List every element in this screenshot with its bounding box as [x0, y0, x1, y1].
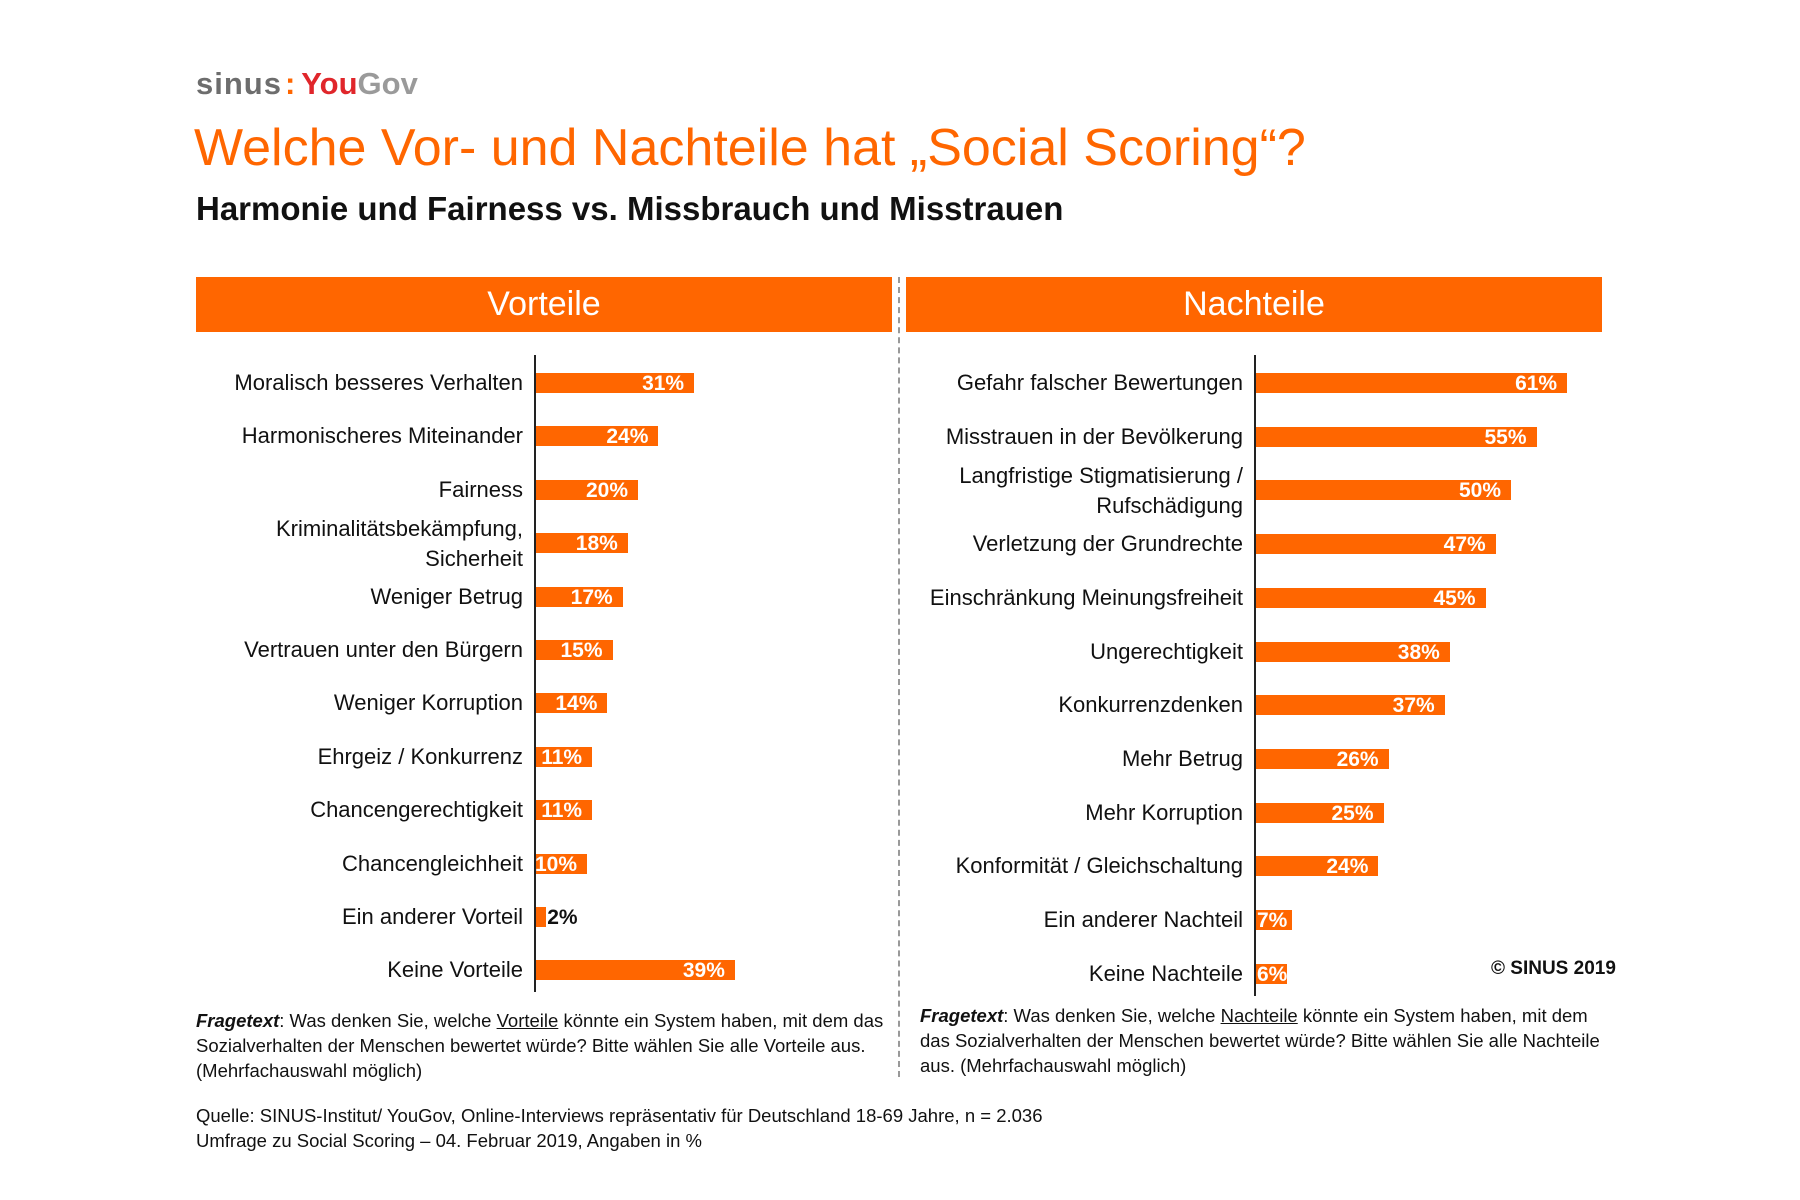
nachteile-bar [1256, 426, 1537, 447]
source-line-1: Quelle: SINUS-Institut/ YouGov, Online-I… [196, 1105, 1043, 1126]
vorteile-category-label: Keine Vorteile [387, 957, 523, 983]
vorteile-value-label: 15% [560, 639, 603, 662]
vorteile-bar [536, 373, 695, 393]
vorteile-category-label: Chancengerechtigkeit [310, 797, 523, 823]
source-line-2: Umfrage zu Social Scoring – 04. Februar … [196, 1130, 702, 1151]
nachteile-bar [1256, 910, 1292, 930]
nachteile-bar [1256, 695, 1445, 716]
vorteile-category-label: Kriminalitätsbekämpfung, Sicherheit [275, 516, 523, 572]
nachteile-value-label: 61% [1515, 372, 1558, 395]
nachteile-category-label: Ungerechtigkeit [1090, 638, 1243, 664]
nachteile-value-label: 55% [1484, 425, 1527, 449]
nachteile-category-label: Einschränkung Meinungsfreiheit [929, 584, 1243, 610]
vorteile-value-label: 24% [606, 425, 649, 449]
vorteile-category-label: Fairness [438, 476, 523, 502]
vorteile-value-label: 17% [570, 585, 613, 609]
nachteile-value-label: 37% [1392, 694, 1435, 718]
vorteile-value-label: 2% [547, 906, 578, 929]
nachteile-bar [1256, 587, 1486, 608]
vorteile-value-label: 14% [555, 692, 598, 716]
vorteile-category-label: Moralisch besseres Verhalten [234, 370, 523, 395]
vorteile-value-label: 18% [575, 532, 618, 556]
nachteile-value-label: 25% [1331, 801, 1374, 825]
vorteile-bar [536, 586, 623, 607]
vorteile-category-label: Ehrgeiz / Konkurrenz [317, 743, 523, 769]
nachteile-bar [1256, 641, 1450, 662]
vorteile-value-label: 11% [541, 799, 583, 823]
nachteile-value-label: 26% [1336, 747, 1379, 771]
vorteile-value-label: 31% [642, 372, 685, 395]
vorteile-bar [536, 693, 608, 714]
nachteile-header: Nachteile [906, 277, 1602, 332]
nachteile-bar [1256, 748, 1389, 769]
vorteile-category-label: Chancengleichheit [341, 850, 523, 876]
vorteile-value-label: 11% [541, 745, 583, 769]
nachteile-value-label: 7% [1257, 909, 1288, 932]
fragetext-nachteile: Fragetext: Was denken Sie, welche Nachte… [920, 1005, 1600, 1076]
nachteile-category-label: Langfristige Stigmatisierung / Rufschädi… [959, 463, 1243, 519]
page-title: Welche Vor- und Nachteile hat „Social Sc… [194, 119, 1306, 177]
nachteile-category-label: Mehr Korruption [1085, 799, 1243, 825]
vorteile-axis [534, 355, 536, 993]
nachteile-value-label: 47% [1443, 533, 1486, 557]
vorteile-bar [536, 746, 593, 767]
vorteile-bar [536, 960, 735, 981]
nachteile-category-label: Misstrauen in der Bevölkerung [945, 423, 1243, 449]
panel-divider [898, 277, 900, 1077]
nachteile-category-label: Gefahr falscher Bewertungen [956, 370, 1243, 395]
vorteile-bar [536, 426, 659, 447]
nachteile-value-label: 38% [1397, 640, 1440, 664]
source-note: Quelle: SINUS-Institut/ YouGov, Online-I… [196, 1103, 1042, 1153]
nachteile-bar [1256, 856, 1379, 877]
nachteile-bar [1256, 480, 1511, 501]
vorteile-header: Vorteile [196, 277, 892, 332]
nachteile-value-label: 6% [1257, 962, 1288, 986]
nachteile-bar [1256, 963, 1287, 984]
nachteile-bar [1256, 534, 1496, 555]
nachteile-category-label: Verletzung der Grundrechte [972, 531, 1243, 557]
vorteile-category-label: Harmonischeres Miteinander [241, 423, 523, 449]
nachteile-value-label: 24% [1326, 855, 1369, 879]
nachteile-category-label: Ein anderer Nachteil [1043, 907, 1243, 932]
vorteile-category-label: Ein anderer Vorteil [342, 904, 523, 929]
vorteile-bar [536, 533, 628, 554]
vorteile-value-label: 39% [682, 959, 725, 983]
nachteile-axis [1254, 355, 1256, 996]
nachteile-category-label: Konformität / Gleichschaltung [955, 853, 1243, 879]
page-subtitle: Harmonie und Fairness vs. Missbrauch und… [196, 190, 1064, 227]
nachteile-category-label: Mehr Betrug [1121, 745, 1243, 771]
nachteile-value-label: 45% [1433, 586, 1476, 610]
vorteile-category-label: Weniger Korruption [333, 690, 523, 716]
nachteile-value-label: 50% [1458, 479, 1501, 503]
vorteile-category-label: Vertrauen unter den Bürgern [244, 637, 523, 662]
fragetext-vorteile: Fragetext: Was denken Sie, welche Vortei… [196, 1010, 884, 1081]
vorteile-bar [536, 479, 638, 500]
nachteile-bar [1256, 802, 1384, 823]
nachteile-category-label: Konkurrenzdenken [1058, 692, 1243, 718]
vorteile-category-label: Weniger Betrug [370, 583, 523, 609]
vorteile-value-label: 20% [585, 478, 628, 502]
vorteile-bar [536, 640, 613, 660]
vorteile-bar [536, 800, 593, 821]
vorteile-bar [536, 853, 587, 874]
nachteile-bar [1256, 373, 1568, 393]
sinus-yougov-logo: sinus: YouGov [196, 66, 418, 101]
copyright: © SINUS 2019 [1491, 958, 1616, 979]
vorteile-value-label: 10% [534, 852, 577, 876]
vorteile-bar [536, 907, 547, 927]
nachteile-category-label: Keine Nachteile [1088, 960, 1243, 986]
